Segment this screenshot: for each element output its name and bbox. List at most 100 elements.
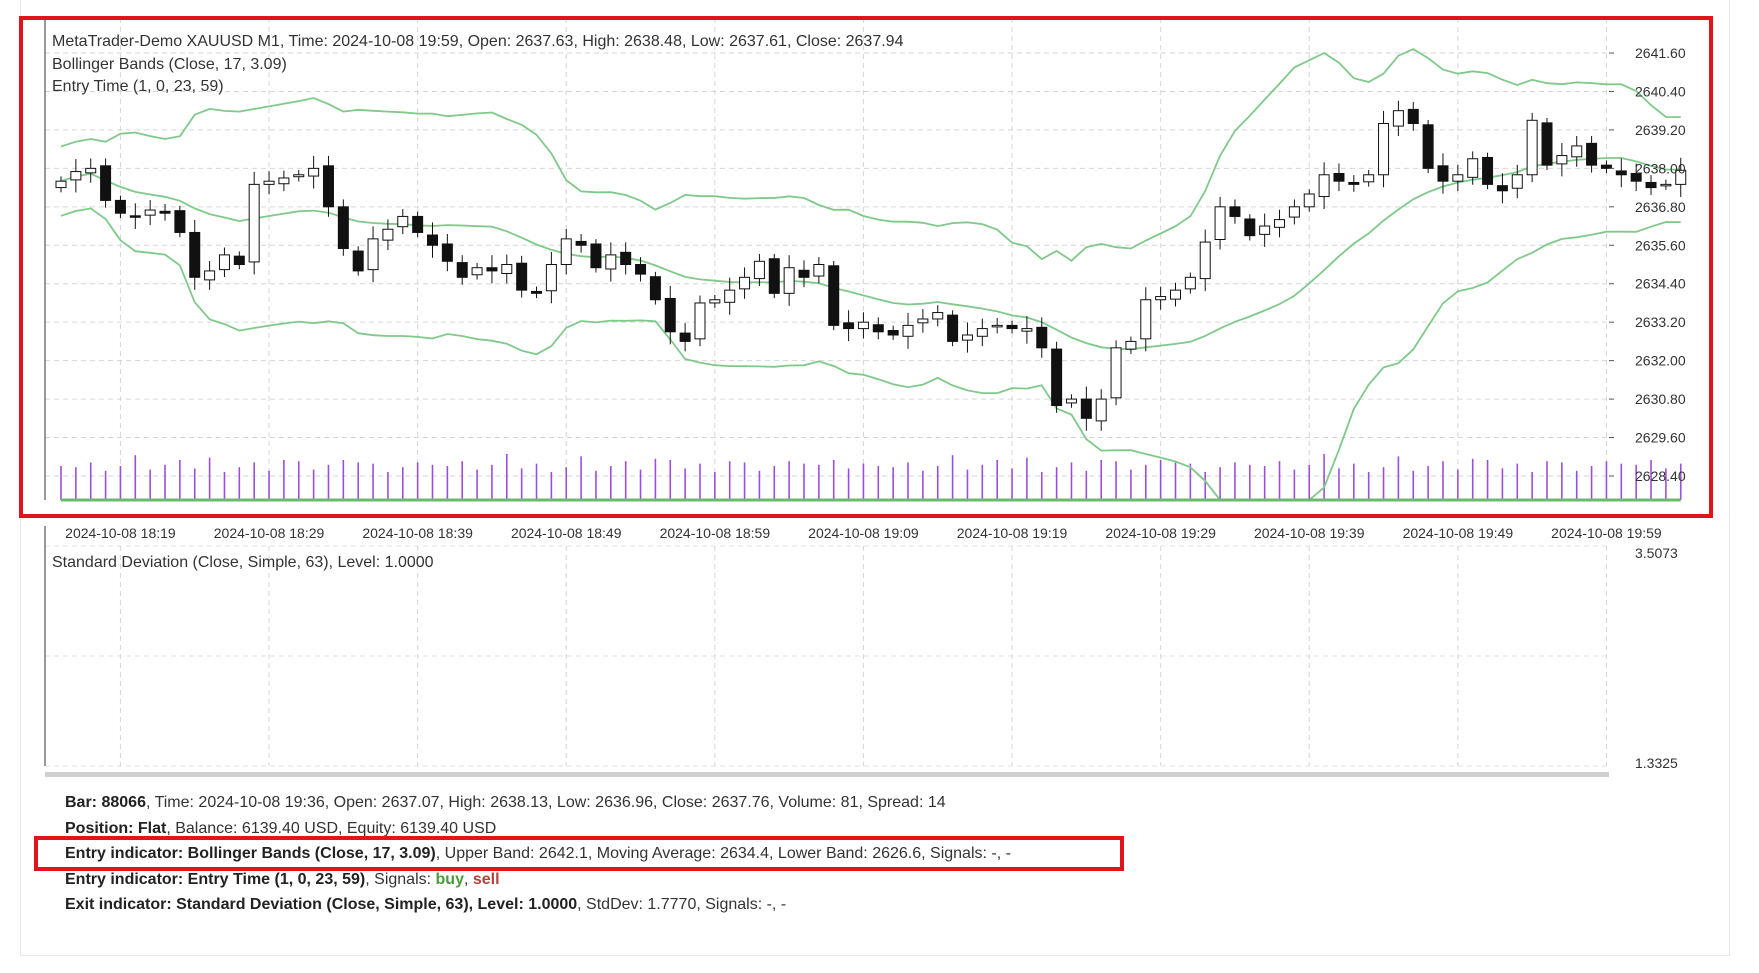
candle-body — [753, 260, 765, 280]
candle-body — [412, 215, 424, 233]
candle-body — [1318, 174, 1330, 198]
candle-body — [961, 334, 973, 341]
candle-body — [1496, 185, 1508, 192]
candle-body — [1170, 289, 1181, 300]
time-tick-label: 2024-10-08 18:29 — [214, 525, 325, 541]
candle-body — [1095, 398, 1107, 422]
chart-grid — [45, 18, 1609, 767]
candles — [55, 100, 1687, 431]
candle-body — [308, 167, 320, 177]
candle-body — [768, 258, 780, 294]
time-tick-label: 2024-10-08 18:49 — [511, 525, 622, 541]
price-tick-label: 2641.60 — [1635, 45, 1686, 61]
candle-body — [352, 250, 364, 272]
candle-body — [55, 180, 67, 189]
time-tick-label: 2024-10-08 19:49 — [1403, 525, 1514, 541]
price-tick-label: 2633.20 — [1635, 314, 1686, 330]
candle-body — [1422, 124, 1434, 169]
candle-body — [1288, 206, 1300, 218]
price-tick-label: 2632.00 — [1635, 353, 1686, 369]
candle-body — [1006, 324, 1018, 330]
candle-body — [1303, 193, 1315, 208]
std-dev-label: Standard Deviation (Close, Simple, 63), … — [52, 554, 434, 571]
signal-sell: sell — [472, 870, 500, 888]
candle-body — [278, 177, 290, 185]
candle-body — [204, 270, 216, 281]
candle-body — [248, 183, 260, 263]
candle-body — [501, 264, 513, 274]
candle-body — [1080, 398, 1092, 419]
candle-body — [1407, 108, 1419, 125]
position-details: , Balance: 6139.40 USD, Equity: 6139.40 … — [166, 819, 497, 837]
time-tick-label: 2024-10-08 18:19 — [65, 525, 176, 541]
candle-body — [456, 262, 468, 278]
candle-body — [1363, 174, 1375, 183]
candle-body — [1333, 172, 1345, 182]
candle-body — [545, 264, 557, 292]
exit-indicator-details: , StdDev: 1.7770, Signals: -, - — [577, 896, 787, 913]
candle-body — [397, 215, 409, 228]
candle-body — [1482, 156, 1494, 185]
candle-body — [872, 324, 884, 333]
price-tick-label: 2640.40 — [1635, 83, 1686, 99]
bar-info-panel: Bar: 88066, Time: 2024-10-08 19:36, Open… — [65, 790, 1011, 918]
bar-details: , Time: 2024-10-08 19:36, Open: 2637.07,… — [145, 794, 946, 811]
indicator-bollinger-label: Bollinger Bands (Close, 17, 3.09) — [52, 56, 287, 73]
candle-body — [174, 210, 186, 233]
candle-body — [1467, 158, 1479, 178]
time-tick-label: 2024-10-08 18:39 — [362, 525, 473, 541]
candle-body — [1155, 296, 1167, 301]
candle-body — [828, 265, 840, 326]
time-tick-label: 2024-10-08 19:59 — [1551, 525, 1662, 541]
candle-body — [382, 228, 394, 241]
candle-body — [1244, 218, 1256, 237]
moving-average-line — [60, 157, 1681, 351]
price-tick-label: 2629.60 — [1635, 430, 1686, 446]
price-tick-label: 2628.40 — [1635, 468, 1686, 484]
candle-body — [1378, 123, 1390, 176]
candle-body — [649, 276, 661, 301]
exit-indicator-label: Exit indicator: Standard Deviation (Clos… — [65, 896, 578, 913]
candle-body — [783, 267, 795, 294]
candle-body — [1615, 170, 1627, 176]
price-chart: 2641.60 2640.40 2639.20 2638.00 2636.80 2635.… — [44, 18, 1687, 777]
std-min-label: 1.3325 — [1635, 755, 1678, 771]
chart-labels: MetaTrader-Demo XAUUSD M1, Time: 2024-10… — [52, 33, 1678, 771]
horizontal-scrollbar — [45, 772, 1609, 777]
candle-body — [293, 174, 305, 178]
chart-title: MetaTrader-Demo XAUUSD M1, Time: 2024-10… — [52, 33, 904, 50]
candle-body — [932, 312, 944, 320]
entry-bollinger-details: , Upper Band: 2642.1, Moving Average: 26… — [435, 845, 1011, 862]
candle-body — [1660, 183, 1672, 187]
candle-body — [100, 165, 112, 201]
candle-body — [1259, 225, 1271, 235]
signal-buy: buy — [435, 870, 464, 888]
candle-body — [516, 262, 528, 291]
price-tick-label: 2634.40 — [1635, 276, 1686, 292]
candle-body — [144, 209, 156, 216]
candle-body — [798, 269, 810, 278]
candle-body — [471, 267, 483, 276]
candle-body — [427, 234, 438, 246]
candle-body — [337, 206, 349, 249]
candle-body — [947, 314, 959, 342]
candle-body — [620, 251, 632, 265]
candle-body — [1571, 145, 1583, 158]
candle-body — [1600, 164, 1612, 169]
lower-band-line — [60, 207, 1681, 501]
candle-body — [991, 324, 1003, 328]
time-tick-label: 2024-10-08 19:19 — [957, 525, 1068, 541]
chart-axes: 2641.60 2640.40 2639.20 2638.00 2636.80 2635.… — [44, 18, 1686, 777]
candle-body — [1036, 326, 1048, 349]
position-line: Position: Flat, Balance: 6139.40 USD, Eq… — [65, 816, 1011, 842]
entry-time-line: Entry indicator: Entry Time (1, 0, 23, 5… — [65, 867, 1011, 893]
entry-time-details: , Signals: — [365, 870, 436, 888]
std-max-label: 3.5073 — [1635, 545, 1678, 561]
candle-body — [531, 290, 543, 294]
signal-separator: , — [463, 870, 473, 888]
price-tick-label: 2638.00 — [1635, 160, 1686, 176]
price-tick-label: 2639.20 — [1635, 122, 1686, 138]
candle-body — [1675, 169, 1687, 185]
entry-time-label: Entry indicator: Entry Time (1, 0, 23, 5… — [65, 870, 366, 888]
candle-body — [1526, 119, 1538, 176]
